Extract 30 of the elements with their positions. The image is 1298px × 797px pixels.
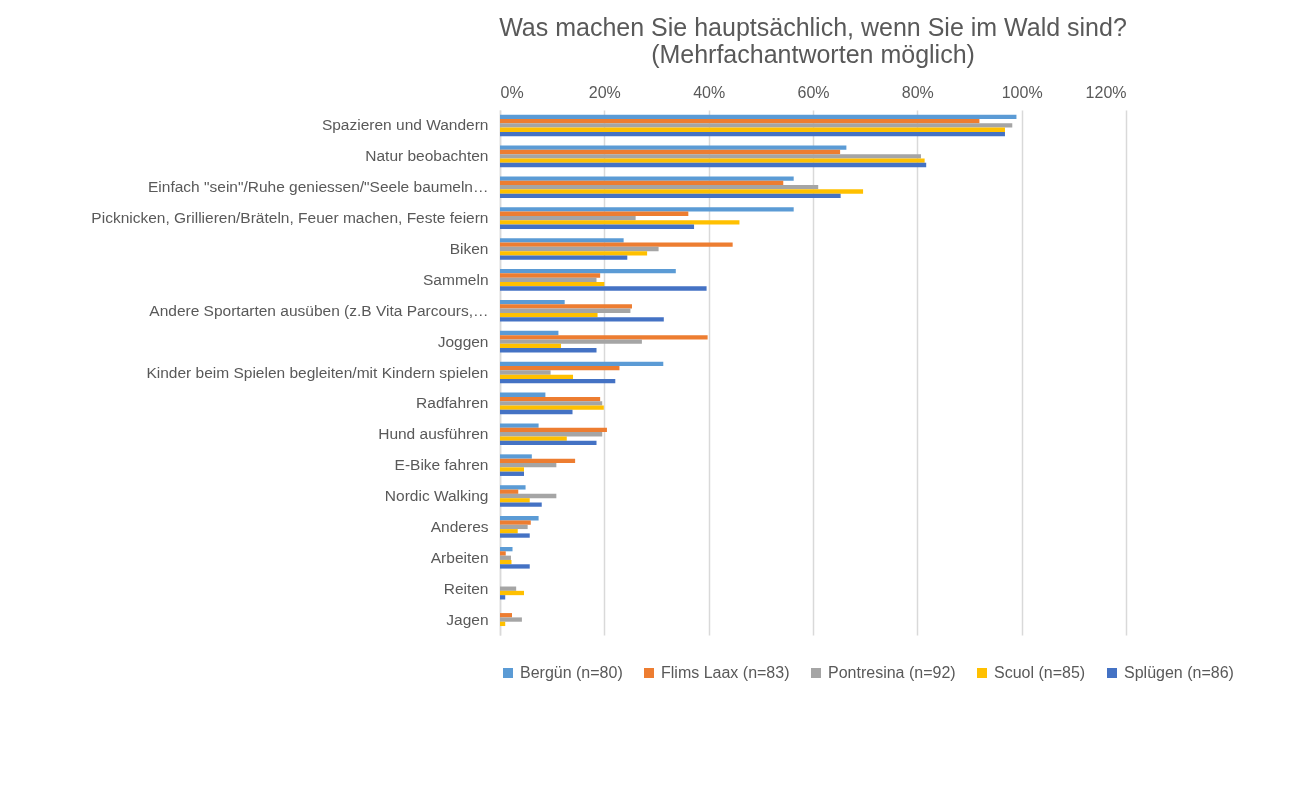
y-tick-label: Joggen — [437, 332, 489, 350]
y-tick-label: Radfahren — [416, 394, 489, 412]
y-tick-label: Biken — [449, 239, 489, 257]
y-tick-label: Reiten — [443, 579, 489, 597]
y-tick-label: Sammeln — [423, 270, 489, 288]
y-tick-label: Spazieren und Wandern — [321, 116, 489, 134]
y-tick-label: Andere Sportarten ausüben (z.B Vita Parcours,… — [149, 301, 489, 319]
legend-label: Splügen (n=86) — [1124, 664, 1234, 681]
y-tick-label: Arbeiten — [430, 548, 489, 566]
x-tick-label: 80% — [901, 83, 934, 101]
legend-label: Scuol (n=85) — [994, 664, 1086, 681]
y-tick-label: Anderes — [430, 517, 489, 535]
y-tick-label: Natur beobachten — [365, 147, 489, 165]
y-tick-label: Einfach "sein"/Ruhe geniessen/"Seele baumeln… — [148, 178, 489, 196]
legend-label: Pontresina (n=92) — [828, 664, 956, 681]
y-tick-label: Hund ausführen — [378, 425, 489, 443]
chart-title: Was machen Sie hauptsächlich, wenn Sie im Wald sind? (Mehrfachantworten möglich) — [499, 13, 1127, 68]
y-tick-label: E-Bike fahren — [394, 456, 489, 474]
x-tick-label: 20% — [588, 83, 621, 101]
x-tick-label: 40% — [693, 83, 726, 101]
y-tick-label: Jagen — [446, 610, 489, 628]
x-tick-label: 0% — [500, 83, 524, 101]
x-tick-label: 100% — [1001, 83, 1043, 101]
legend-label: Bergün (n=80) — [520, 664, 623, 681]
y-tick-label: Nordic Walking — [384, 487, 489, 505]
y-tick-label: Kinder beim Spielen begleiten/mit Kindern spielen — [146, 363, 489, 381]
x-tick-label: 60% — [797, 83, 830, 101]
x-tick-label: 120% — [1085, 83, 1127, 101]
y-tick-label: Picknicken, Grillieren/Bräteln, Feuer machen, Feste feiern — [91, 209, 489, 227]
legend-label: Flims Laax (n=83) — [661, 664, 790, 681]
